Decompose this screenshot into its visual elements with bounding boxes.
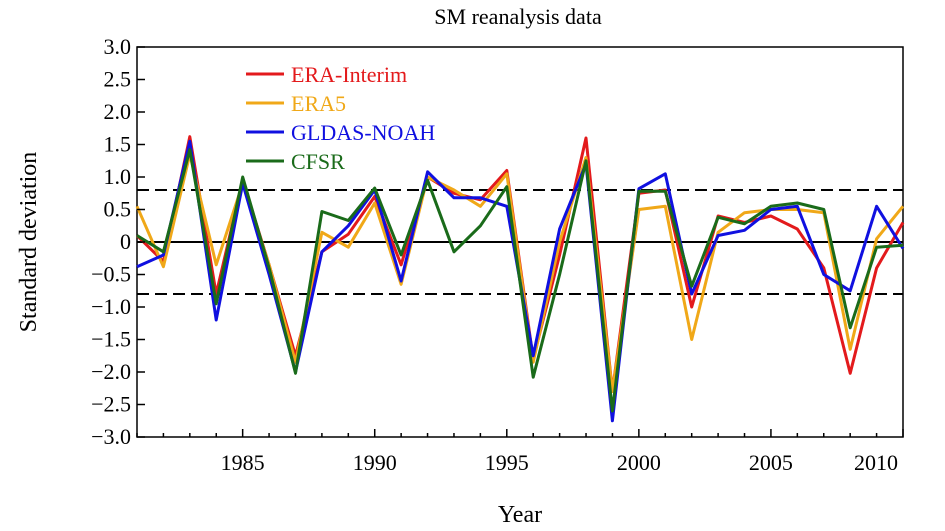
series-lines <box>135 135 905 423</box>
x-tick-label: 1990 <box>353 450 397 475</box>
legend-label: CFSR <box>291 149 345 174</box>
x-tick-label: 1985 <box>221 450 265 475</box>
y-tick-label: 3.0 <box>104 34 132 59</box>
y-axis-label: Standard deviation <box>16 152 42 333</box>
series-line-cfsr <box>136 148 904 413</box>
y-tick-label: 0 <box>120 229 131 254</box>
y-tick-label: −0.5 <box>91 262 131 287</box>
x-tick-label: 2000 <box>617 450 661 475</box>
y-tick-label: −3.0 <box>91 424 131 449</box>
x-tick-label: 1995 <box>485 450 529 475</box>
y-tick-label: −1.5 <box>91 327 131 352</box>
x-axis-label: Year <box>498 502 542 528</box>
y-tick-label: 1.5 <box>104 132 132 157</box>
legend-label: ERA-Interim <box>291 62 407 87</box>
y-tick-label: −1.0 <box>91 294 131 319</box>
chart-title: SM reanalysis data <box>434 4 602 29</box>
y-tick-label: −2.0 <box>91 359 131 384</box>
y-tick-label: 2.5 <box>104 67 132 92</box>
y-axis: 3.0 2.5 2.0 1.5 1.0 0.5 0 −0.5 −1.0 −1.5 −2.0 −2.5 −… <box>91 34 145 449</box>
y-tick-label: 0.5 <box>104 197 132 222</box>
x-tick-label: 2010 <box>854 450 898 475</box>
y-tick-label: −2.5 <box>91 392 131 417</box>
x-tick-label: 2005 <box>749 450 793 475</box>
legend-label: GLDAS-NOAH <box>291 120 435 145</box>
y-tick-label: 2.0 <box>104 99 132 124</box>
legend: ERA-Interim ERA5 GLDAS-NOAH CFSR <box>246 62 435 174</box>
reference-lines <box>137 189 903 295</box>
legend-label: ERA5 <box>291 91 346 116</box>
y-tick-label: 1.0 <box>104 164 132 189</box>
x-axis: 1985 1990 1995 2000 2005 2010 <box>136 429 904 475</box>
